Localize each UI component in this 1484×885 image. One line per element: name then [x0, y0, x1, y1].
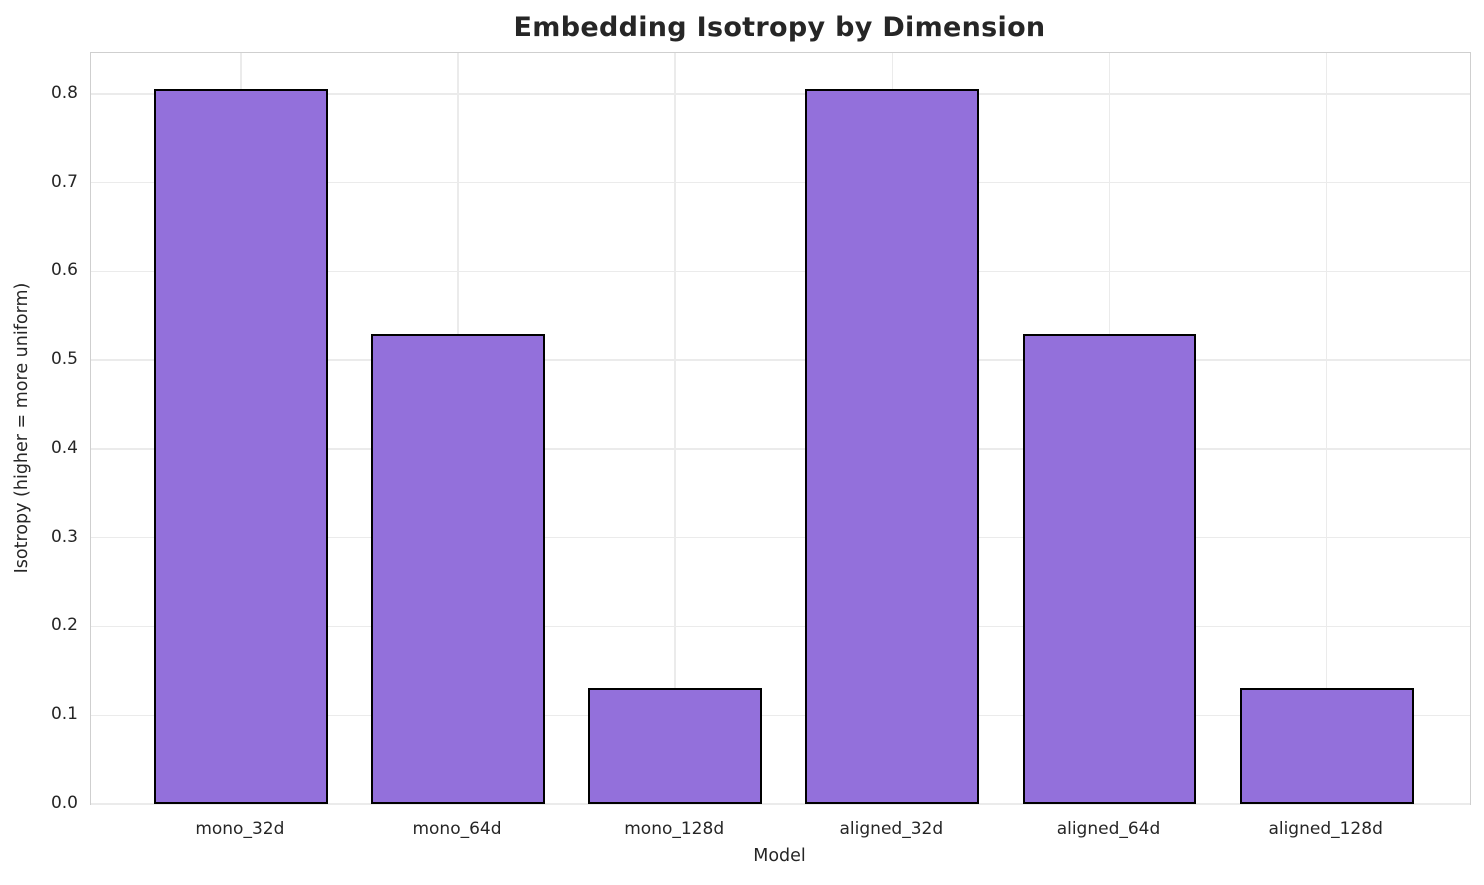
gridline-y-0.2	[91, 625, 1470, 628]
gridline-y-0.0	[91, 803, 1470, 805]
y-tick-label-0.5: 0.5	[50, 349, 78, 370]
x-tick-label-mono_64d: mono_64d	[412, 819, 502, 839]
bar-aligned_128d	[1239, 687, 1414, 804]
y-tick-label-0.6: 0.6	[50, 260, 78, 281]
x-tick-label-aligned_32d: aligned_32d	[839, 819, 944, 839]
x-tick-label-aligned_64d: aligned_64d	[1056, 819, 1161, 839]
gridline-y-0.8	[91, 93, 1470, 95]
bar-aligned_32d	[805, 88, 980, 804]
gridline-x-mono_128d	[674, 53, 676, 804]
y-tick-label-0.4: 0.4	[50, 437, 78, 458]
x-tick-label-mono_128d: mono_128d	[624, 819, 725, 839]
bar-mono_32d	[153, 88, 328, 804]
y-tick-label-0.7: 0.7	[50, 171, 78, 192]
gridline-y-0.7	[91, 181, 1470, 184]
gridline-y-0.6	[91, 270, 1470, 273]
gridline-x-aligned_128d	[1325, 53, 1328, 804]
y-axis-label: Isotropy (higher = more uniform)	[12, 282, 32, 574]
x-tick-label-aligned_128d: aligned_128d	[1268, 819, 1383, 839]
y-tick-label-0.2: 0.2	[50, 615, 78, 636]
gridline-y-0.1	[91, 714, 1470, 716]
y-tick-label-0.3: 0.3	[50, 526, 78, 547]
x-tick-label-mono_32d: mono_32d	[195, 819, 285, 839]
y-tick-label-0.0: 0.0	[50, 793, 78, 813]
bar-mono_128d	[588, 687, 763, 804]
x-axis-label: Model	[753, 846, 806, 866]
plot-area	[90, 52, 1471, 805]
bar-aligned_64d	[1022, 334, 1197, 804]
bar-mono_64d	[371, 334, 545, 804]
gridline-y-0.3	[91, 536, 1470, 539]
y-tick-label-0.8: 0.8	[50, 82, 78, 103]
y-tick-label-0.1: 0.1	[50, 704, 78, 725]
gridline-y-0.5	[91, 359, 1470, 361]
chart-title: Embedding Isotropy by Dimension	[513, 12, 1046, 43]
gridline-y-0.4	[91, 448, 1470, 450]
